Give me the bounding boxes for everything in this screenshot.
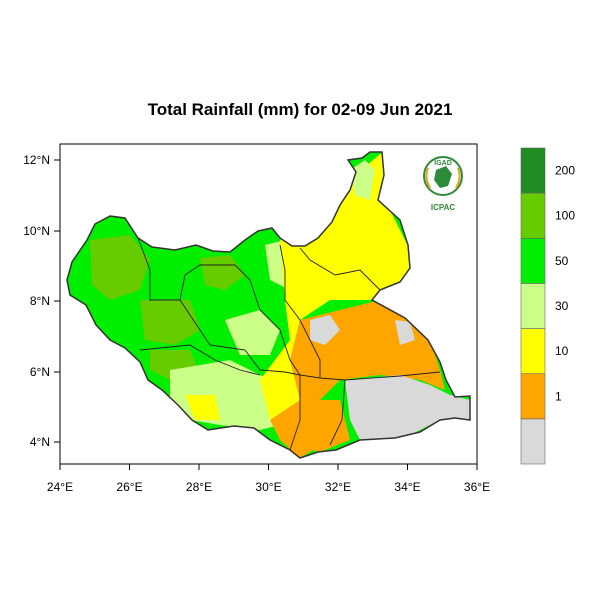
y-tick-label: 8°N — [30, 294, 50, 308]
legend-label: 10 — [555, 344, 569, 358]
state-boundaries — [137, 237, 441, 451]
map-title: Total Rainfall (mm) for 02-09 Jun 2021 — [147, 100, 453, 119]
x-tick-label: 28°E — [186, 480, 212, 494]
rain-zone-10-30 — [185, 395, 220, 420]
rain-zone-100-200 — [200, 255, 245, 290]
rain-zone-100-200 — [140, 300, 200, 345]
legend-swatch — [520, 418, 546, 465]
icpac-logo: IGAD ICPAC — [423, 156, 463, 212]
legend-label: 1 — [555, 389, 562, 403]
rain-zone-10-30 — [260, 152, 410, 420]
logo-top-text: IGAD — [434, 160, 452, 167]
legend-swatch — [520, 373, 546, 420]
legend-label: 100 — [555, 209, 575, 223]
x-tick-label: 36°E — [464, 480, 490, 494]
rain-zone-below-1 — [345, 375, 470, 440]
y-tick-label: 10°N — [23, 224, 50, 238]
rain-zone-100-200 — [90, 235, 150, 300]
rain-zone-below-1 — [310, 315, 340, 345]
rain-zone-1-10 — [290, 400, 350, 452]
rain-zone-30-50 — [225, 310, 280, 355]
legend-swatch — [520, 328, 546, 375]
laurel-left-icon — [425, 167, 431, 189]
africa-map-icon — [434, 166, 452, 188]
x-tick-label: 34°E — [394, 480, 420, 494]
y-tick-label: 12°N — [23, 153, 50, 167]
axis-ticks — [54, 159, 478, 470]
legend-label: 50 — [555, 254, 569, 268]
country-outline — [66, 151, 471, 459]
legend-label: 30 — [555, 299, 569, 313]
x-tick-label: 24°E — [47, 480, 73, 494]
x-tick-label: 32°E — [325, 480, 351, 494]
laurel-right-icon — [455, 167, 461, 189]
y-tick-label: 4°N — [30, 435, 50, 449]
rain-zone-30-50 — [350, 160, 375, 200]
legend-swatch — [520, 237, 546, 284]
legend-label: 200 — [555, 164, 575, 178]
rain-zone-below-1 — [395, 320, 415, 345]
legend-swatch — [520, 192, 546, 239]
legend-colorbar: 1 10 30 50 100 200 — [520, 147, 575, 465]
legend-swatch — [520, 283, 546, 329]
y-tick-label: 6°N — [30, 365, 50, 379]
logo-bottom-text: ICPAC — [431, 203, 456, 212]
x-tick-label: 30°E — [255, 480, 281, 494]
legend-swatch — [520, 147, 546, 194]
x-tick-label: 26°E — [116, 480, 142, 494]
